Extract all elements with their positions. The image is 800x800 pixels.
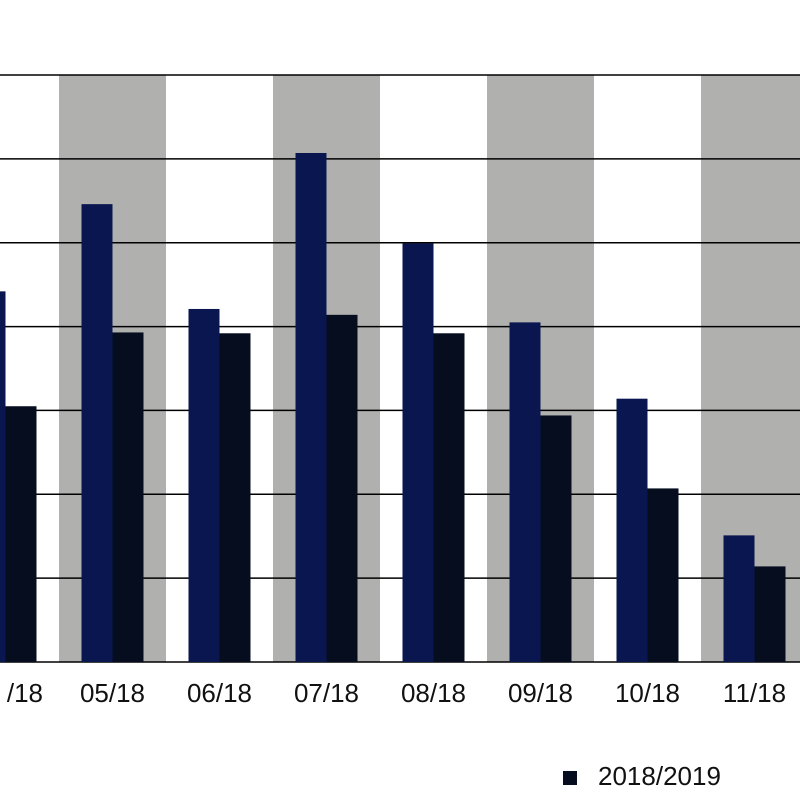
bar [188,308,220,662]
bar [540,415,572,662]
bar [81,204,113,662]
x-tick-label: 11/18 [723,678,786,708]
bar [326,314,358,662]
x-tick-label: 06/18 [187,678,252,708]
bar [112,332,144,662]
x-tick-label: 05/18 [80,678,145,708]
bar [723,535,755,662]
x-tick-label: 09/18 [508,678,573,708]
x-tick-label: 10/18 [615,678,680,708]
legend-swatch [563,771,577,785]
bar [616,398,648,662]
bar [219,333,251,662]
bar [754,566,786,662]
bar [509,322,541,662]
bar [433,333,465,662]
x-tick-label: 08/18 [401,678,466,708]
bar [0,291,6,662]
x-tick-label: 07/18 [294,678,359,708]
bar [295,152,327,663]
bar [647,488,679,662]
legend-label: 2018/2019 [598,761,721,791]
x-tick-label: /18 [7,678,43,708]
bar [402,243,434,662]
bar [5,406,37,662]
